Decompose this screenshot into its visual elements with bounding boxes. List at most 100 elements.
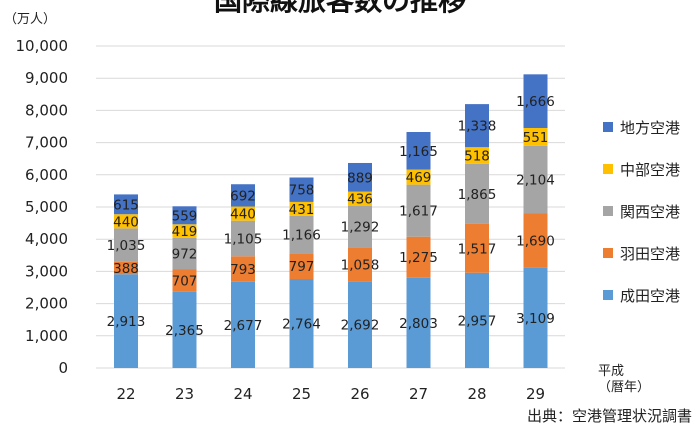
y-tick-label: 7,000 — [25, 134, 68, 152]
y-tick-label: 6,000 — [25, 166, 68, 184]
bar-segment — [465, 163, 489, 224]
data-label: 431 — [289, 202, 315, 218]
data-label: 2,764 — [282, 316, 321, 332]
source-note: 出典：空港管理状況調書 — [527, 407, 692, 425]
legend-swatch — [603, 290, 613, 300]
legend-label: 中部空港 — [620, 161, 680, 179]
x-tick-label: 29 — [526, 385, 545, 403]
y-tick-labels: 0 1,000 2,000 3,000 4,000 5,000 6,000 7,000 8,00… — [16, 37, 69, 377]
x-tick-label: 23 — [175, 385, 194, 403]
y-tick-label: 0 — [58, 359, 68, 377]
bar-segment — [114, 194, 138, 215]
x-axis-label-line: 平成 — [598, 364, 624, 379]
x-tick-label: 27 — [409, 385, 428, 403]
y-tick-label: 3,000 — [25, 262, 68, 280]
bar-segment — [289, 253, 314, 279]
y-tick-label: 4,000 — [25, 230, 68, 248]
data-label: 1,617 — [399, 204, 438, 220]
x-tick-label: 24 — [233, 385, 252, 403]
bar-segment — [231, 184, 255, 207]
data-label: 1,105 — [224, 231, 263, 247]
data-label: 1,666 — [516, 94, 555, 110]
bar-segment — [172, 237, 197, 270]
data-label: 2,957 — [458, 313, 497, 329]
y-tick-label: 10,000 — [16, 37, 69, 55]
bar-segment — [114, 274, 138, 368]
data-label: 551 — [523, 130, 549, 146]
bar-segment — [406, 236, 431, 278]
legend-label: 羽田空港 — [620, 245, 680, 263]
data-label: 1,865 — [458, 187, 497, 203]
x-tick-label: 25 — [292, 385, 311, 403]
bar-segment — [289, 278, 314, 368]
data-label: 972 — [172, 246, 198, 262]
bars — [114, 74, 548, 368]
bar-segment — [348, 162, 372, 192]
bar-segment — [523, 74, 548, 128]
bar-segment — [289, 215, 314, 254]
data-label: 2,104 — [516, 173, 555, 189]
legend-label: 関西空港 — [620, 203, 680, 221]
legend-swatch — [603, 248, 613, 258]
data-label: 1,690 — [516, 234, 555, 250]
data-label: 2,803 — [399, 316, 438, 332]
y-tick-label: 2,000 — [25, 295, 68, 313]
data-label: 1,058 — [341, 257, 380, 273]
data-label: 440 — [113, 214, 139, 230]
legend-swatch — [603, 164, 613, 174]
legend-swatch — [603, 206, 613, 216]
data-label: 388 — [113, 261, 139, 277]
data-label: 1,292 — [341, 219, 380, 235]
bar-segment — [172, 206, 197, 225]
bar-segment — [114, 228, 138, 262]
bar-segment — [172, 291, 197, 368]
bar-segment — [348, 281, 372, 368]
data-label: 889 — [347, 170, 373, 186]
data-label: 436 — [347, 192, 373, 208]
y-axis-unit: （万人） — [4, 12, 56, 27]
data-label: 1,275 — [399, 250, 438, 266]
bar-segment — [523, 145, 548, 214]
data-label: 469 — [406, 170, 432, 186]
bar-segment — [231, 220, 255, 257]
data-label: 615 — [113, 197, 139, 213]
bar-segment — [114, 261, 138, 275]
x-axis-label-line: （暦年） — [598, 380, 650, 395]
legend-label: 成田空港 — [620, 287, 680, 305]
data-label: 1,035 — [107, 238, 146, 254]
data-label: 793 — [230, 262, 256, 278]
bar-segment — [172, 224, 197, 238]
bar-segment — [289, 201, 314, 216]
data-label: 2,365 — [165, 323, 204, 339]
data-labels: 2,9133881,0354406152,3657079724195592,67… — [107, 94, 555, 339]
chart-title: 国際線旅客数の推移 — [214, 0, 466, 17]
bar-segment — [231, 206, 255, 221]
x-tick-label: 26 — [350, 385, 369, 403]
bar-segment — [465, 223, 489, 273]
data-label: 1,338 — [458, 119, 497, 135]
bar-segment — [465, 104, 489, 148]
bar-segment — [465, 272, 489, 368]
bar-segment — [406, 169, 431, 185]
data-label: 559 — [172, 208, 198, 224]
data-label: 440 — [230, 207, 256, 223]
bar-segment — [406, 132, 431, 170]
y-tick-label: 1,000 — [25, 327, 68, 345]
bar-segment — [289, 177, 314, 202]
data-label: 1,517 — [458, 241, 497, 257]
data-label: 797 — [289, 259, 315, 275]
y-tick-label: 8,000 — [25, 101, 68, 119]
bar-segment — [523, 267, 548, 368]
bar-segment — [114, 214, 138, 229]
data-label: 692 — [230, 188, 256, 204]
bar-segment — [406, 277, 431, 368]
data-label: 2,692 — [341, 318, 380, 334]
legend-swatch — [603, 122, 613, 132]
data-label: 1,166 — [282, 228, 321, 244]
bar-segment — [172, 269, 197, 292]
data-label: 1,165 — [399, 144, 438, 160]
data-label: 518 — [464, 149, 490, 165]
data-label: 419 — [172, 224, 198, 240]
bar-segment — [406, 184, 431, 237]
